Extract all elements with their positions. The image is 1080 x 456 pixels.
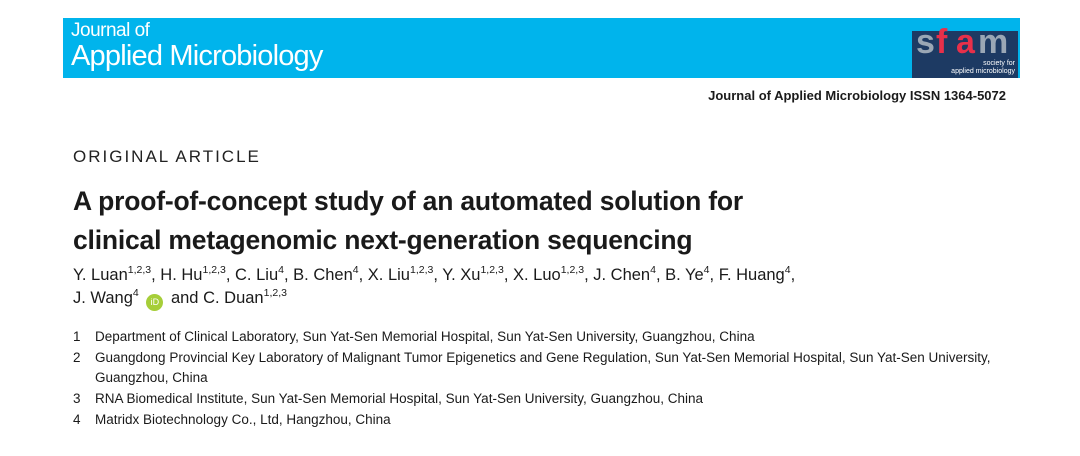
author-name[interactable]: J. Chen <box>593 266 651 284</box>
affiliation-list: 1 Department of Clinical Laboratory, Sun … <box>73 327 1013 431</box>
affiliation-text: Guangdong Provincial Key Laboratory of M… <box>95 349 991 386</box>
orcid-icon[interactable]: iD <box>146 294 164 311</box>
author-name[interactable]: X. Liu <box>367 266 410 284</box>
title-line: clinical metagenomic next-generation seq… <box>73 225 693 255</box>
article-title: A proof-of-concept study of an automated… <box>73 182 743 260</box>
and-label: and <box>170 289 199 307</box>
author-name[interactable]: Y. Luan <box>73 266 128 284</box>
affiliation-number: 4 <box>73 411 81 427</box>
author-name[interactable]: B. Chen <box>293 266 353 284</box>
author-affiliation-marker: 1,2,3 <box>263 287 287 299</box>
affiliation-item: 3 RNA Biomedical Institute, Sun Yat-Sen M… <box>73 389 1013 410</box>
affiliation-number: 3 <box>73 391 81 407</box>
affiliation-item: 2 Guangdong Provincial Key Laboratory of … <box>73 348 1013 389</box>
affiliation-text: Department of Clinical Laboratory, Sun Y… <box>95 329 755 344</box>
author-list: Y. Luan1,2,3, H. Hu1,2,3, C. Liu4, B. Ch… <box>73 264 1023 311</box>
article-type: ORIGINAL ARTICLE <box>73 147 261 166</box>
author-name[interactable]: C. Duan <box>203 289 264 307</box>
title-line: A proof-of-concept study of an automated… <box>73 186 744 216</box>
author-affiliation-marker: 1,2,3 <box>202 264 226 276</box>
author-name[interactable]: H. Hu <box>160 266 203 284</box>
author-affiliation-marker: 1,2,3 <box>480 264 504 276</box>
affiliation-number: 1 <box>73 329 81 344</box>
author-affiliation-marker: 4 <box>703 264 710 276</box>
author-affiliation-marker: 4 <box>278 264 284 276</box>
author-name[interactable]: Y. Xu <box>442 266 481 284</box>
journal-name-line2: Applied Microbiology <box>71 40 323 72</box>
author-affiliation-marker: 4 <box>132 287 139 299</box>
author-affiliation-marker: 4 <box>352 264 359 276</box>
issn-line: Journal of Applied Microbiology ISSN 136… <box>708 88 1006 103</box>
author-affiliation-marker: 1,2,3 <box>409 264 434 276</box>
author-affiliation-marker: 1,2,3 <box>560 264 585 276</box>
affiliation-text: Matridx Biotechnology Co., Ltd, Hangzhou… <box>95 411 391 427</box>
affiliation-item: 1 Department of Clinical Laboratory, Sun … <box>73 327 1013 348</box>
logo-tagline-2: applied microbiology <box>951 68 1015 75</box>
affiliation-text: RNA Biomedical Institute, Sun Yat-Sen Me… <box>95 391 704 407</box>
affiliation-item: 4 Matridx Biotechnology Co., Ltd, Hangzho… <box>73 410 1013 431</box>
author-name[interactable]: F. Huang <box>718 266 785 284</box>
logo-tagline-1: society for <box>983 60 1015 67</box>
author-name[interactable]: C. Liu <box>235 266 279 284</box>
author-affiliation-marker: 4 <box>650 264 656 276</box>
author-affiliation-marker: 4 <box>784 264 791 276</box>
author-affiliation-marker: 1,2,3 <box>127 264 152 276</box>
journal-name-line1: Journal of <box>71 20 150 41</box>
author-name[interactable]: J. Wang <box>73 289 133 307</box>
author-name[interactable]: X. Luo <box>512 266 561 284</box>
author-name[interactable]: B. Ye <box>665 266 704 284</box>
affiliation-number: 2 <box>73 349 81 365</box>
